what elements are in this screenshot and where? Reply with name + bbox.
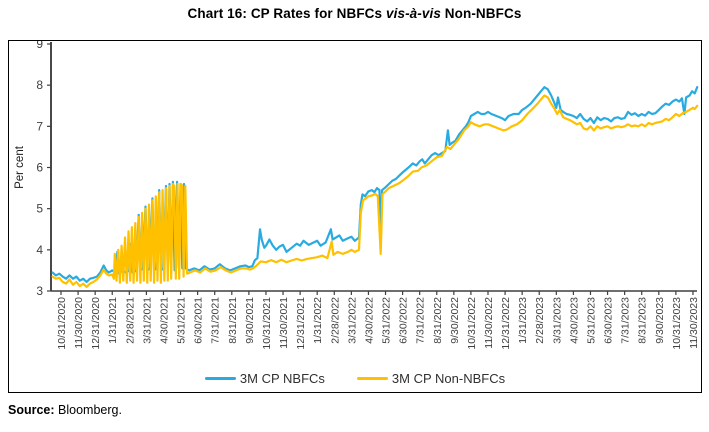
- chart-title-prefix: Chart 16: CP Rates for NBFCs: [187, 6, 386, 21]
- x-tick-label: 10/31/2021: [261, 297, 273, 350]
- source-text: Bloomberg.: [58, 403, 122, 417]
- x-tick-label: 9/30/2022: [449, 297, 461, 344]
- x-tick-label: 1/31/2021: [107, 297, 119, 344]
- x-tick-label: 3/31/2022: [346, 297, 358, 344]
- y-tick-label: 4: [36, 243, 43, 257]
- x-tick-label: 10/31/2023: [671, 297, 683, 350]
- x-tick-label: 8/31/2022: [432, 297, 444, 344]
- source-note: Source: Bloomberg.: [8, 403, 122, 417]
- x-tick-label: 1/31/2022: [312, 297, 324, 344]
- y-tick-label: 9: [36, 41, 43, 51]
- y-tick-label: 5: [36, 202, 43, 216]
- x-tick-label: 7/31/2022: [415, 297, 427, 344]
- x-tick-label: 11/30/2020: [73, 297, 85, 349]
- nbfc-line-swatch: [204, 376, 236, 381]
- legend-label-nbfc: 3M CP NBFCs: [239, 371, 325, 386]
- chart-title-suffix: Non-NBFCs: [440, 6, 522, 21]
- plot-area: 9 8 7 6 5 4 3 Per cent 10/31/2020 11/30/2020 12/31…: [14, 41, 700, 350]
- x-tick-label: 3/31/2023: [551, 297, 563, 344]
- legend-item-nbfc: 3M CP NBFCs: [204, 371, 325, 386]
- x-tick-label: 4/30/2022: [363, 297, 375, 344]
- x-tick-label: 4/30/2023: [568, 297, 580, 344]
- x-tick-label: 2/28/2022: [329, 297, 341, 344]
- non-nbfc-line-swatch: [356, 376, 388, 381]
- chart-title: Chart 16: CP Rates for NBFCs vis-à-vis N…: [0, 6, 709, 21]
- y-tick-label: 8: [36, 78, 43, 92]
- x-tick-label: 5/31/2022: [381, 297, 393, 344]
- x-tick-label: 2/28/2021: [124, 297, 136, 344]
- y-tick-label: 6: [36, 161, 43, 175]
- legend: 3M CP NBFCs 3M CP Non-NBFCs: [9, 371, 701, 386]
- x-tick-label: 5/31/2021: [176, 297, 188, 344]
- x-tick-label: 10/31/2022: [466, 297, 478, 350]
- x-tick-label: 12/31/2021: [295, 297, 307, 350]
- chart-title-italic: vis-à-vis: [386, 6, 441, 21]
- x-tick-label: 10/31/2020: [56, 297, 68, 350]
- source-label: Source:: [8, 403, 55, 417]
- x-tick-label: 11/30/2023: [688, 297, 700, 349]
- x-tick-label: 9/30/2021: [244, 297, 256, 344]
- y-tick-label: 7: [36, 119, 43, 133]
- x-tick-label: 6/30/2021: [193, 297, 205, 344]
- x-tick-label: 11/30/2022: [483, 297, 495, 349]
- y-axis-title: Per cent: [14, 145, 26, 189]
- x-tick-label: 8/31/2021: [227, 297, 239, 344]
- x-tick-label: 11/30/2021: [278, 297, 290, 349]
- x-tick-label: 6/30/2022: [398, 297, 410, 344]
- chart-frame: 9 8 7 6 5 4 3 Per cent 10/31/2020 11/30/2020 12/31…: [8, 40, 702, 393]
- legend-item-non-nbfc: 3M CP Non-NBFCs: [356, 371, 506, 386]
- series-line-non-nbfc: [51, 94, 699, 288]
- x-tick-label: 7/31/2023: [620, 297, 632, 344]
- x-tick-label: 2/28/2023: [534, 297, 546, 344]
- x-tick-label: 8/31/2023: [637, 297, 649, 344]
- x-tick-label: 9/30/2023: [654, 297, 666, 344]
- x-tick-label: 5/31/2023: [585, 297, 597, 344]
- legend-label-non-nbfc: 3M CP Non-NBFCs: [391, 371, 506, 386]
- x-tick-label: 12/31/2020: [90, 297, 102, 350]
- x-tick-label: 6/30/2023: [603, 297, 615, 344]
- x-tick-label: 7/31/2021: [210, 297, 222, 344]
- x-tick-label: 4/30/2021: [158, 297, 170, 344]
- y-tick-label: 3: [36, 284, 43, 298]
- x-tick-label: 1/31/2023: [517, 297, 529, 344]
- x-tick-label: 12/31/2022: [500, 297, 512, 350]
- x-tick-label: 3/31/2021: [141, 297, 153, 344]
